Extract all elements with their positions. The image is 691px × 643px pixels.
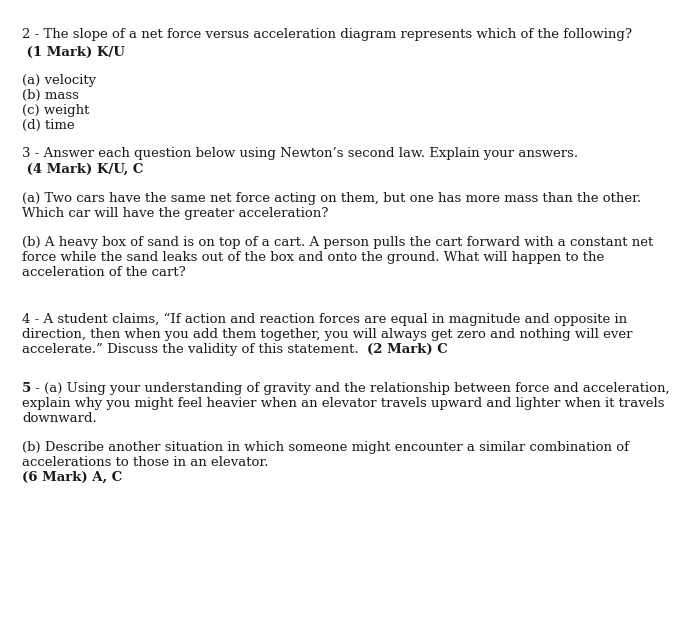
- Text: (d) time: (d) time: [22, 119, 75, 132]
- Text: acceleration of the cart?: acceleration of the cart?: [22, 266, 186, 279]
- Text: (a) velocity: (a) velocity: [22, 74, 96, 87]
- Text: downward.: downward.: [22, 412, 97, 425]
- Text: 3 - Answer each question below using Newton’s second law. Explain your answers.: 3 - Answer each question below using New…: [22, 147, 578, 160]
- Text: (b) Describe another situation in which someone might encounter a similar combin: (b) Describe another situation in which …: [22, 441, 629, 454]
- Text: direction, then when you add them together, you will always get zero and nothing: direction, then when you add them togeth…: [22, 328, 632, 341]
- Text: (2 Mark) C: (2 Mark) C: [367, 343, 448, 356]
- Text: 4 - A student claims, “If action and reaction forces are equal in magnitude and : 4 - A student claims, “If action and rea…: [22, 313, 627, 326]
- Text: (4 Mark) K/U, C: (4 Mark) K/U, C: [22, 163, 143, 176]
- Text: (c) weight: (c) weight: [22, 104, 89, 117]
- Text: accelerate.” Discuss the validity of this statement.: accelerate.” Discuss the validity of thi…: [22, 343, 367, 356]
- Text: (b) A heavy box of sand is on top of a cart. A person pulls the cart forward wit: (b) A heavy box of sand is on top of a c…: [22, 236, 653, 249]
- Text: (a) Two cars have the same net force acting on them, but one has more mass than : (a) Two cars have the same net force act…: [22, 192, 641, 205]
- Text: (b) mass: (b) mass: [22, 89, 79, 102]
- Text: Which car will have the greater acceleration?: Which car will have the greater accelera…: [22, 207, 328, 220]
- Text: (1 Mark) K/U: (1 Mark) K/U: [22, 46, 125, 59]
- Text: accelerations to those in an elevator.: accelerations to those in an elevator.: [22, 456, 269, 469]
- Text: 5: 5: [22, 382, 31, 395]
- Text: (6 Mark) A, C: (6 Mark) A, C: [22, 471, 122, 484]
- Text: explain why you might feel heavier when an elevator travels upward and lighter w: explain why you might feel heavier when …: [22, 397, 665, 410]
- Text: - (a) Using your understanding of gravity and the relationship between force and: - (a) Using your understanding of gravit…: [31, 382, 670, 395]
- Text: force while the sand leaks out of the box and onto the ground. What will happen : force while the sand leaks out of the bo…: [22, 251, 604, 264]
- Text: 2 - The slope of a net force versus acceleration diagram represents which of the: 2 - The slope of a net force versus acce…: [22, 28, 632, 41]
